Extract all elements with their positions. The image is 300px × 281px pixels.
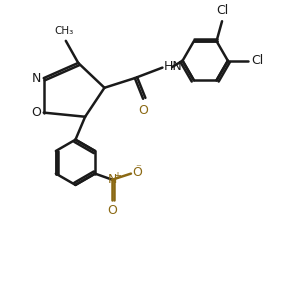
- Text: CH₃: CH₃: [55, 26, 74, 36]
- Text: O: O: [31, 106, 41, 119]
- Text: ⁻: ⁻: [136, 164, 141, 174]
- Text: +: +: [113, 171, 121, 181]
- Text: Cl: Cl: [217, 4, 229, 17]
- Text: O: O: [139, 104, 148, 117]
- Text: O: O: [107, 204, 117, 217]
- Text: O: O: [132, 166, 142, 179]
- Text: N: N: [107, 173, 117, 186]
- Text: HN: HN: [164, 60, 183, 73]
- Text: Cl: Cl: [251, 54, 263, 67]
- Text: N: N: [31, 72, 41, 85]
